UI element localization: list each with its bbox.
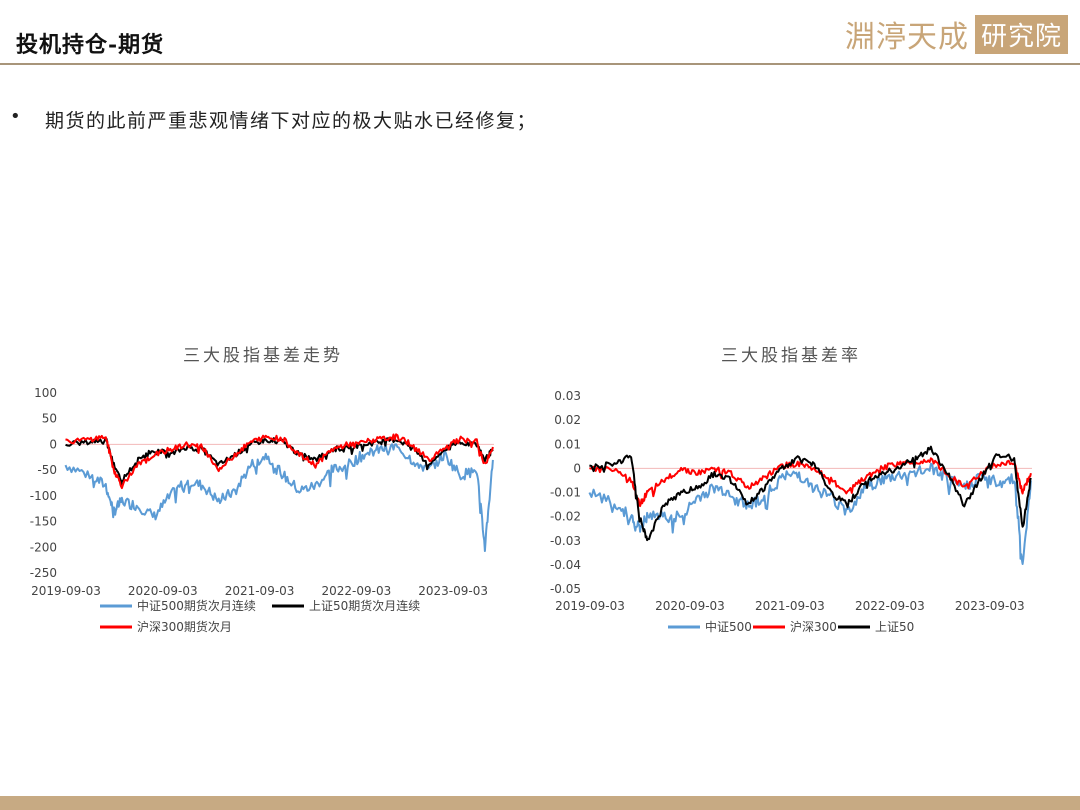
chart1-xtick-label: 2019-09-03 — [31, 584, 101, 598]
chart1-ytick-label: 50 — [42, 412, 57, 426]
chart2-ytick-label: -0.01 — [550, 486, 581, 500]
chart1-ytick-label: 100 — [34, 386, 57, 400]
chart1-ytick-label: 0 — [49, 437, 57, 451]
chart1-xtick-label: 2020-09-03 — [128, 584, 198, 598]
chart2-ytick-label: 0 — [573, 461, 581, 475]
chart2-series-line — [588, 462, 1032, 565]
chart1-xtick-label: 2022-09-03 — [321, 584, 391, 598]
chart2-series-line — [589, 457, 1032, 508]
chart2-legend-label: 中证500 — [705, 619, 752, 634]
brand-logo: 淵渟天成 研究院 — [845, 14, 1069, 55]
chart1-series-line — [65, 433, 494, 490]
chart2-xtick-label: 2019-09-03 — [555, 599, 625, 613]
chart1-ytick-label: -250 — [30, 566, 57, 580]
chart1-xtick-label: 2021-09-03 — [225, 584, 295, 598]
chart1-legend-label: 沪深300期货次月 — [137, 619, 232, 634]
chart2-xtick-label: 2021-09-03 — [755, 599, 825, 613]
chart1-ytick-label: -100 — [30, 489, 57, 503]
chart2-ytick-label: -0.03 — [550, 534, 581, 548]
chart2-ytick-label: -0.04 — [550, 558, 581, 572]
footer-bar — [0, 796, 1080, 810]
chart1-title: 三大股指基差走势 — [183, 346, 343, 366]
bullet-text: 期货的此前严重悲观情绪下对应的极大贴水已经修复； — [45, 110, 538, 132]
chart1-xtick-label: 2023-09-03 — [418, 584, 488, 598]
chart2-legend-label: 上证50 — [875, 620, 914, 634]
chart1-legend-label: 上证50期货次月连续 — [309, 598, 420, 613]
header-divider — [0, 63, 1080, 65]
chart1-ytick-label: -50 — [37, 463, 57, 477]
chart2-ytick-label: 0.01 — [554, 437, 581, 451]
chart1-legend-label: 中证500期货次月连续 — [137, 598, 256, 613]
logo-script-text: 淵渟天成 — [845, 20, 969, 55]
logo-box-text: 研究院 — [975, 14, 1069, 54]
bullet-dot: • — [10, 106, 21, 127]
chart2-legend-label: 沪深300 — [790, 620, 837, 634]
chart2-ytick-label: 0.03 — [554, 389, 581, 403]
chart2-title: 三大股指基差率 — [721, 346, 861, 366]
chart2-series-line — [589, 445, 1032, 542]
chart1-ytick-label: -150 — [30, 515, 57, 529]
chart2-xtick-label: 2022-09-03 — [855, 599, 925, 613]
chart2-ytick-label: -0.05 — [550, 582, 581, 596]
chart1-ytick-label: -200 — [30, 540, 57, 554]
chart2-xtick-label: 2020-09-03 — [655, 599, 725, 613]
chart2-xtick-label: 2023-09-03 — [955, 599, 1025, 613]
page-title: 投机持仓-期货 — [16, 32, 165, 58]
chart2-ytick-label: 0.02 — [554, 413, 581, 427]
chart2-ytick-label: -0.02 — [550, 510, 581, 524]
chart1-series-line — [64, 442, 494, 552]
